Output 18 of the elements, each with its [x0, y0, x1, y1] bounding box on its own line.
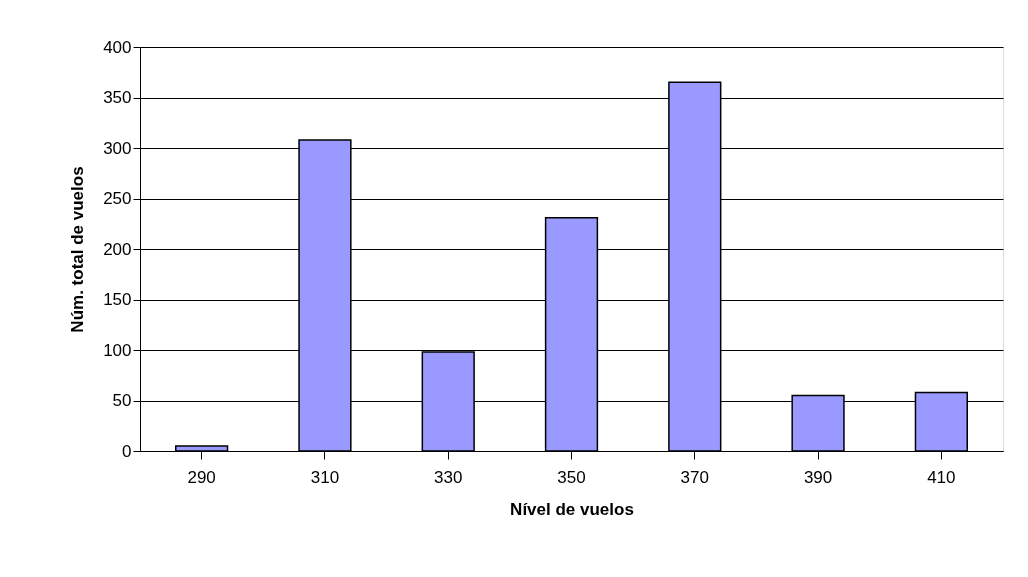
y-tick-label: 100 [103, 340, 132, 360]
y-tick-label: 200 [103, 239, 132, 259]
y-tick-label: 0 [122, 441, 132, 461]
y-tick-label: 350 [103, 88, 132, 107]
y-tick-label: 400 [103, 37, 132, 57]
x-tick-label: 310 [310, 467, 340, 487]
x-axis-title: Nível de vuelos [510, 499, 634, 519]
x-tick-label: 390 [803, 467, 833, 487]
y-tick-label: 50 [112, 391, 132, 410]
y-tick-label: 300 [103, 138, 132, 158]
x-tick-label: 330 [434, 467, 463, 487]
y-axis-title: Núm. total de vuelos [68, 166, 88, 333]
y-tick-label: 150 [103, 290, 132, 309]
x-tick-label: 350 [557, 467, 586, 487]
x-tick-label: 290 [187, 467, 216, 487]
x-tick-label: 370 [680, 467, 709, 487]
y-tick-label: 250 [103, 189, 132, 208]
x-tick-label: 410 [927, 467, 956, 487]
